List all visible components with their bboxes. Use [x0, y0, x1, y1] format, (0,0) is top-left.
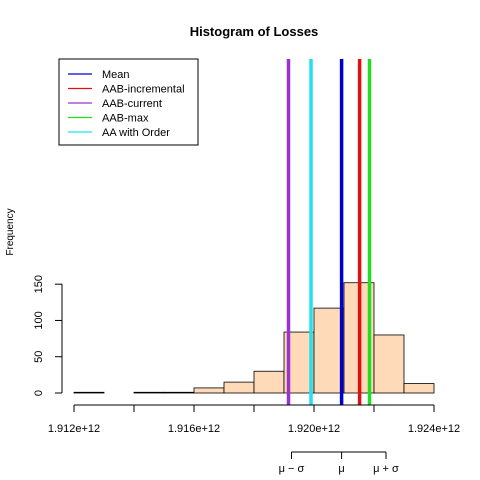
- histogram-bar: [403, 383, 435, 394]
- y-tick-label: 50: [33, 351, 45, 363]
- legend-label: Mean: [102, 69, 130, 81]
- x-tick-label: 1.916e+12: [168, 423, 220, 435]
- legend-label: AAB-current: [102, 98, 162, 110]
- legend-label: AA with Order: [102, 127, 170, 139]
- histogram-bar: [253, 370, 285, 394]
- x-tick-label: 1.924e+12: [408, 423, 460, 435]
- histogram-bar: [313, 307, 345, 394]
- y-axis-label: Frequency: [5, 208, 16, 255]
- sigma-label: μ + σ: [373, 463, 399, 475]
- y-tick-label: 100: [33, 311, 45, 329]
- sigma-label: μ − σ: [279, 463, 305, 475]
- histogram-bar: [373, 334, 405, 394]
- legend-box: [58, 58, 199, 146]
- legend: Mean AAB-incremental AAB-current AAB-max AA …: [58, 58, 199, 146]
- y-tick-label: 150: [33, 275, 45, 293]
- x-axis: 1.912e+12 1.916e+12 1.920e+12 1.924e+12: [48, 404, 460, 435]
- histogram-bar: [133, 391, 165, 394]
- x-tick-label: 1.912e+12: [48, 423, 100, 435]
- histogram-bar: [163, 391, 195, 394]
- histogram-bars: [73, 282, 435, 394]
- legend-label: AAB-incremental: [102, 84, 185, 96]
- histogram-bar: [193, 387, 225, 394]
- legend-label: AAB-max: [102, 113, 149, 125]
- y-tick-label: 0: [33, 390, 45, 396]
- sigma-bracket: μ − σ μ μ + σ: [279, 451, 399, 475]
- x-tick-label: 1.920e+12: [288, 423, 340, 435]
- statistic-lines: [286, 59, 372, 405]
- sigma-label: μ: [338, 463, 344, 475]
- histogram-bar: [223, 381, 255, 394]
- histogram-bar: [73, 391, 105, 394]
- chart-title: Histogram of Losses: [190, 24, 319, 39]
- y-axis: 0 50 100 150: [33, 275, 63, 396]
